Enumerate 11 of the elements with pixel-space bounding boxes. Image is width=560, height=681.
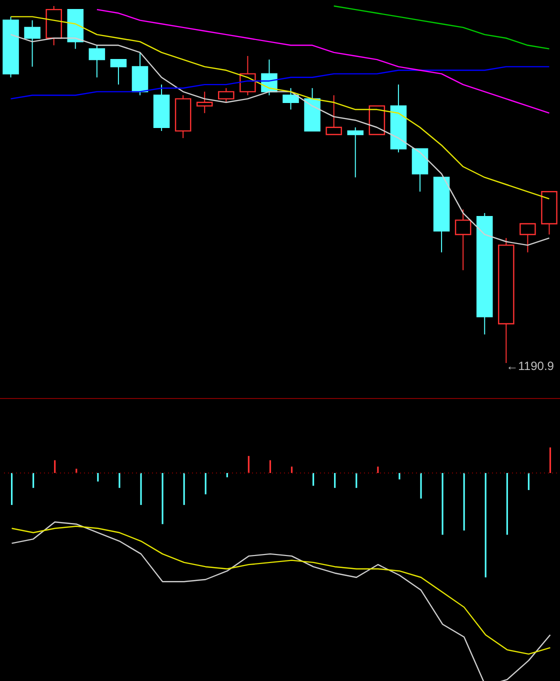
candlestick (326, 94, 342, 136)
candlestick (347, 126, 364, 178)
candlestick (24, 20, 40, 68)
annotation: ←1190.9 (506, 359, 554, 373)
candlestick (110, 58, 127, 86)
candlestick (196, 91, 213, 114)
candlestick (218, 88, 234, 103)
candlestick (282, 88, 299, 110)
candlestick (454, 208, 472, 271)
candlestick (520, 223, 536, 253)
candlestick (88, 44, 106, 78)
